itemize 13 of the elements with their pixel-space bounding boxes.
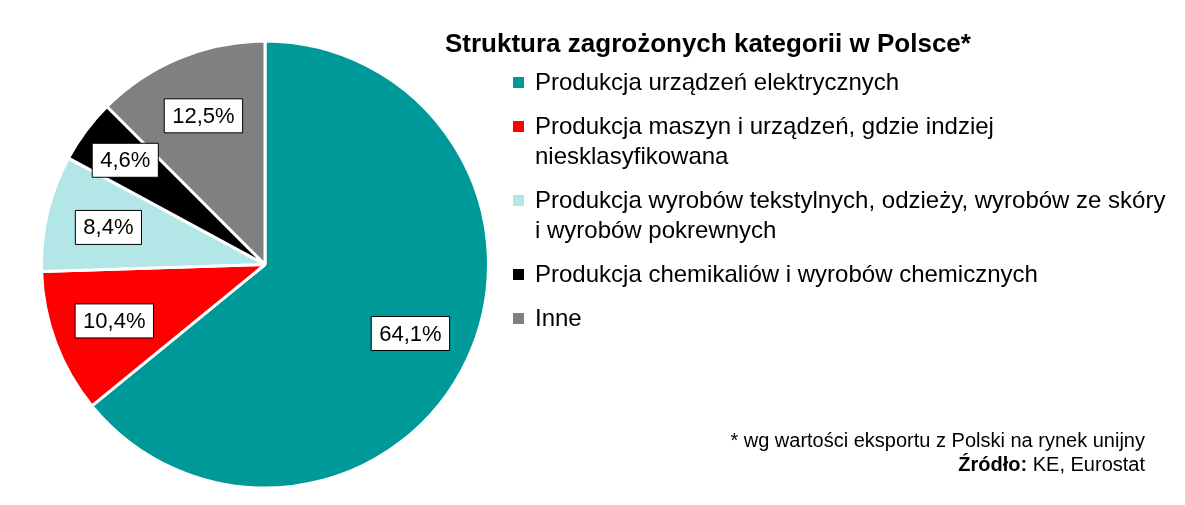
- text: * wg wartości eksportu z Polski na rynek unijny: [730, 428, 1145, 452]
- data-label: 64,1%: [379, 320, 442, 346]
- data-label: 10,4%: [83, 307, 146, 333]
- data-label: 4,6%: [100, 147, 151, 173]
- data-label: 8,4%: [83, 214, 134, 240]
- text: Źródło: KE, Eurostat: [957, 452, 1145, 476]
- data-label: 12,5%: [172, 102, 235, 128]
- legend-label: Inne: [535, 304, 582, 331]
- legend-label: Produkcja wyrobów tekstylnych, odzieży, wyrobów ze skóry i wyrobów pokrewnych: [535, 186, 1166, 243]
- chart-title: Struktura zagrożonych kategorii w Polsce*: [445, 28, 972, 59]
- legend-label: Produkcja maszyn i urządzeń, gdzie indziej niesklasyfikowana: [535, 112, 994, 169]
- legend-label: Produkcja urządzeń elektrycznych: [535, 68, 900, 95]
- legend-label: Produkcja chemikaliów i wyrobów chemicznych: [535, 260, 1038, 287]
